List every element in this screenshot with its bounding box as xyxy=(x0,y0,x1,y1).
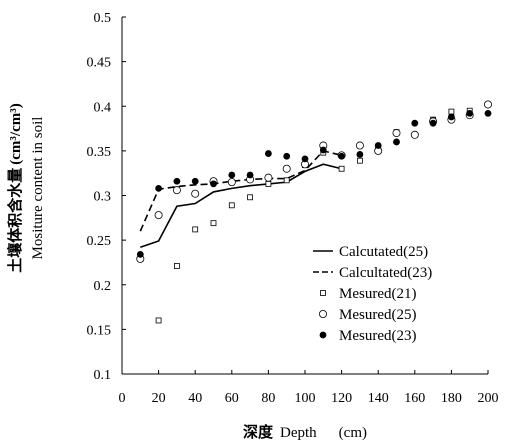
legend-filled-circle xyxy=(319,331,327,339)
series-solid-line xyxy=(140,163,342,249)
axes: 0 20 40 60 80 100 120 140 160 180 200 0.10.150.20.… xyxy=(87,11,499,406)
data-point-open-circle xyxy=(191,189,200,198)
data-point-filled-circle xyxy=(155,184,163,192)
data-point-square xyxy=(173,263,180,269)
data-point-square xyxy=(356,157,363,164)
data-point-square xyxy=(228,202,235,209)
y-tick-label: 0.4 xyxy=(94,100,112,115)
data-point-square xyxy=(265,180,272,187)
data-point-square xyxy=(247,194,254,201)
y-tick-label: 0.2 xyxy=(94,279,112,294)
data-point-filled-circle xyxy=(466,109,474,117)
legend-label: Mesured(23) xyxy=(339,328,416,344)
data-point-open-circle xyxy=(264,173,273,182)
data-point-open-circle xyxy=(282,164,291,173)
legend-label: Mesured(21) xyxy=(339,286,416,302)
series-line xyxy=(139,149,342,232)
data-point-filled-circle xyxy=(319,146,327,154)
y-ticks: 0.1 0.15 0.2 0.25 0.3 0.35 0.4 0.45 0.5 xyxy=(87,11,126,383)
y-tick-label: 0.3 xyxy=(94,190,112,205)
data-point-filled-circle xyxy=(283,152,291,160)
y-tick-label: 0.25 xyxy=(87,234,112,249)
y-tick-label: 0.45 xyxy=(87,56,112,71)
data-point-filled-circle xyxy=(228,171,236,179)
legend-label: Calcultated(23) xyxy=(339,265,432,281)
x-tick-label: 0 xyxy=(119,391,126,406)
series-dashed-line xyxy=(139,149,342,232)
x-tick-label: 120 xyxy=(331,391,352,406)
data-point-open-circle xyxy=(355,141,364,150)
legend-open-circle xyxy=(318,309,327,318)
data-point-filled-circle xyxy=(393,138,400,146)
data-point-square xyxy=(338,165,345,172)
data-point-square xyxy=(448,108,455,115)
data-point-open-circle xyxy=(227,178,236,187)
x-tick-label: 20 xyxy=(152,391,166,406)
data-point-filled-circle xyxy=(301,155,309,163)
y-tick-label: 0.1 xyxy=(94,368,112,383)
y-axis-label-english: Mositure content in soil xyxy=(30,117,46,260)
data-point-filled-circle xyxy=(356,151,364,158)
data-point-filled-circle xyxy=(136,251,144,258)
data-point-filled-circle xyxy=(448,113,455,121)
x-ticks: 0 20 40 60 80 100 120 140 160 180 200 xyxy=(119,370,499,406)
data-point-filled-circle xyxy=(374,142,382,149)
legend: Calcutated(25) Calcultated(23) Mesured(21)… xyxy=(313,244,432,344)
data-point-filled-circle xyxy=(411,119,419,127)
x-tick-label: 160 xyxy=(404,391,425,406)
x-tick-label: 60 xyxy=(225,391,239,406)
x-tick-label: 40 xyxy=(188,391,202,406)
y-axis-label-chinese: 土壤体积含水量(cm³/cm³) xyxy=(6,103,24,272)
x-tick-label: 80 xyxy=(261,391,275,406)
data-point-filled-circle xyxy=(338,152,345,160)
data-point-filled-circle xyxy=(484,109,492,117)
y-tick-label: 0.5 xyxy=(94,11,112,26)
data-point-filled-circle xyxy=(246,171,254,179)
series-open-circle xyxy=(136,100,492,263)
x-tick-label: 140 xyxy=(368,391,389,406)
data-point-square xyxy=(283,177,290,184)
data-point-filled-circle xyxy=(429,119,437,127)
legend-label: Calcutated(25) xyxy=(339,244,428,260)
x-tick-label: 100 xyxy=(295,391,316,406)
data-point-open-circle xyxy=(410,130,419,139)
data-point-open-circle xyxy=(483,100,492,109)
data-point-open-circle xyxy=(392,129,401,138)
x-tick-label: 200 xyxy=(478,391,499,406)
data-point-square xyxy=(210,220,217,227)
data-point-filled-circle xyxy=(210,180,217,188)
data-point-open-circle xyxy=(154,211,163,220)
x-axis-label: 深度 Depth (cm) xyxy=(243,423,367,441)
data-point-square xyxy=(192,226,199,233)
data-point-filled-circle xyxy=(265,150,272,157)
data-point-filled-circle xyxy=(173,177,181,185)
legend-square xyxy=(320,290,326,296)
y-tick-label: 0.15 xyxy=(87,323,112,338)
x-tick-label: 180 xyxy=(441,391,462,406)
series-filled-circle xyxy=(136,109,492,258)
legend-label: Mesured(25) xyxy=(339,307,416,323)
y-tick-label: 0.35 xyxy=(87,145,112,160)
plot-area xyxy=(136,100,492,324)
series-line xyxy=(140,163,342,249)
data-point-square xyxy=(155,317,162,324)
series-open-square xyxy=(137,107,473,324)
data-point-open-circle xyxy=(172,186,181,195)
data-point-filled-circle xyxy=(191,177,199,185)
